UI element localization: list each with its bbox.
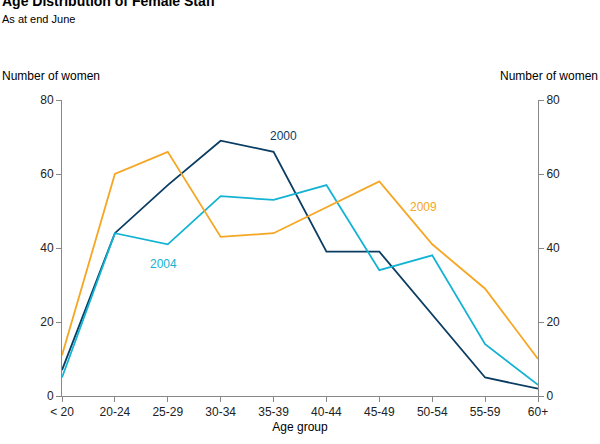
svg-text:0: 0: [47, 389, 54, 403]
svg-text:Number of women: Number of women: [2, 69, 100, 83]
svg-text:60: 60: [40, 167, 54, 181]
svg-text:35-39: 35-39: [258, 405, 289, 419]
svg-text:80: 80: [40, 93, 54, 107]
svg-text:20: 20: [40, 315, 54, 329]
svg-text:0: 0: [546, 389, 553, 403]
svg-text:40-44: 40-44: [311, 405, 342, 419]
svg-text:40: 40: [546, 241, 560, 255]
svg-text:80: 80: [546, 93, 560, 107]
svg-text:2004: 2004: [150, 257, 177, 271]
svg-text:30-34: 30-34: [205, 405, 236, 419]
svg-text:Age Distribution of Female Sta: Age Distribution of Female Staff: [2, 0, 215, 9]
svg-text:55-59: 55-59: [470, 405, 501, 419]
svg-text:20: 20: [546, 315, 560, 329]
svg-text:45-49: 45-49: [364, 405, 395, 419]
svg-text:50-54: 50-54: [417, 405, 448, 419]
svg-text:25-29: 25-29: [152, 405, 183, 419]
svg-text:2009: 2009: [410, 200, 437, 214]
svg-text:As at end June: As at end June: [2, 13, 75, 25]
svg-text:60+: 60+: [528, 405, 548, 419]
svg-text:Age group: Age group: [272, 420, 328, 434]
svg-text:< 20: < 20: [50, 405, 74, 419]
svg-text:2000: 2000: [270, 129, 297, 143]
svg-text:Number of women: Number of women: [500, 69, 598, 83]
svg-text:20-24: 20-24: [100, 405, 131, 419]
svg-text:60: 60: [546, 167, 560, 181]
svg-text:40: 40: [40, 241, 54, 255]
